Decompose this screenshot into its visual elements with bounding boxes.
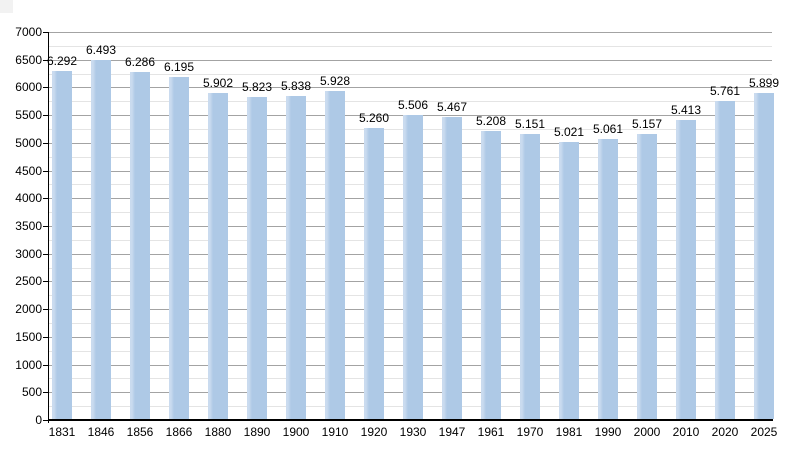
y-tick-mark <box>43 115 49 116</box>
y-tick-label: 500 <box>21 385 42 399</box>
y-tick-label: 6000 <box>15 80 42 94</box>
y-tick-label: 1000 <box>15 358 42 372</box>
x-tick-label: 2025 <box>750 425 778 439</box>
bar-value-label: 5.413 <box>670 103 702 117</box>
bar-1990 <box>598 139 618 419</box>
gridline-minor <box>49 101 772 102</box>
x-tick-label: 1831 <box>48 425 76 439</box>
bar-1846 <box>91 60 111 419</box>
y-tick-mark <box>43 365 49 366</box>
bar-value-label: 5.157 <box>631 117 663 131</box>
y-axis-line <box>48 32 49 423</box>
y-tick-label: 4000 <box>15 191 42 205</box>
x-tick-label: 2020 <box>711 425 739 439</box>
bar-value-label: 5.761 <box>709 84 741 98</box>
x-tick-label: 1930 <box>399 425 427 439</box>
x-tick-label: 1970 <box>516 425 544 439</box>
x-tick-label: 1981 <box>555 425 583 439</box>
bar-value-label: 6.493 <box>85 43 117 57</box>
x-tick-label: 1890 <box>243 425 271 439</box>
x-tick-label: 1856 <box>126 425 154 439</box>
y-tick-label: 2500 <box>15 274 42 288</box>
gridline-major <box>49 87 772 88</box>
y-tick-label: 0 <box>35 413 42 427</box>
bar-value-label: 6.286 <box>124 55 156 69</box>
x-tick-label: 2010 <box>672 425 700 439</box>
bar-value-label: 5.928 <box>319 74 351 88</box>
x-tick-label: 1947 <box>438 425 466 439</box>
corner-artifact <box>0 0 13 13</box>
bar-1866 <box>169 77 189 419</box>
y-tick-mark <box>43 198 49 199</box>
gridline-minor <box>49 74 772 75</box>
y-tick-mark <box>43 226 49 227</box>
bar-value-label: 6.292 <box>46 54 78 68</box>
x-tick-label: 1961 <box>477 425 505 439</box>
y-tick-mark <box>43 420 49 421</box>
x-tick-label: 1910 <box>321 425 349 439</box>
bar-2000 <box>637 134 657 419</box>
bar-value-label: 5.151 <box>514 117 546 131</box>
bar-1920 <box>364 128 384 419</box>
bar-1900 <box>286 96 306 419</box>
gridline-major <box>49 60 772 61</box>
x-tick-label: 1920 <box>360 425 388 439</box>
bar-1890 <box>247 97 267 419</box>
bar-2010 <box>676 120 696 419</box>
y-tick-label: 7000 <box>15 25 42 39</box>
bar-value-label: 5.061 <box>592 122 624 136</box>
bar-1961 <box>481 131 501 419</box>
y-tick-mark <box>43 254 49 255</box>
y-tick-mark <box>43 143 49 144</box>
bar-value-label: 5.260 <box>358 111 390 125</box>
bar-1947 <box>442 117 462 419</box>
bar-value-label: 5.899 <box>748 76 780 90</box>
y-tick-label: 5000 <box>15 136 42 150</box>
bar-value-label: 5.902 <box>202 76 234 90</box>
x-axis-line <box>48 419 773 421</box>
bar-2020 <box>715 101 735 419</box>
y-tick-label: 2000 <box>15 302 42 316</box>
bar-value-label: 5.021 <box>553 125 585 139</box>
bar-1930 <box>403 115 423 419</box>
y-tick-mark <box>43 281 49 282</box>
y-tick-label: 4500 <box>15 164 42 178</box>
y-tick-mark <box>43 60 49 61</box>
x-tick-label: 1900 <box>282 425 310 439</box>
bar-1856 <box>130 72 150 419</box>
bar-value-label: 5.506 <box>397 98 429 112</box>
bar-1880 <box>208 93 228 419</box>
x-tick-label: 2000 <box>633 425 661 439</box>
x-tick-label: 1846 <box>87 425 115 439</box>
gridline-minor <box>49 46 772 47</box>
y-tick-label: 3000 <box>15 247 42 261</box>
y-tick-label: 1500 <box>15 330 42 344</box>
y-tick-label: 5500 <box>15 108 42 122</box>
x-tick-label: 1880 <box>204 425 232 439</box>
bar-2025 <box>754 93 774 419</box>
bar-1831 <box>52 71 72 419</box>
bar-1981 <box>559 142 579 419</box>
y-tick-mark <box>43 171 49 172</box>
y-tick-mark <box>43 87 49 88</box>
x-tick-label: 1866 <box>165 425 193 439</box>
bar-value-label: 5.467 <box>436 100 468 114</box>
y-tick-mark <box>43 309 49 310</box>
y-tick-mark <box>43 337 49 338</box>
bar-1910 <box>325 91 345 419</box>
gridline-major <box>49 32 772 33</box>
bar-value-label: 5.208 <box>475 114 507 128</box>
x-tick-label: 1990 <box>594 425 622 439</box>
y-tick-label: 3500 <box>15 219 42 233</box>
bar-value-label: 5.823 <box>241 80 273 94</box>
y-tick-label: 6500 <box>15 53 42 67</box>
y-tick-mark <box>43 392 49 393</box>
y-tick-mark <box>43 32 49 33</box>
bar-value-label: 5.838 <box>280 79 312 93</box>
bar-value-label: 6.195 <box>163 60 195 74</box>
bar-1970 <box>520 134 540 419</box>
